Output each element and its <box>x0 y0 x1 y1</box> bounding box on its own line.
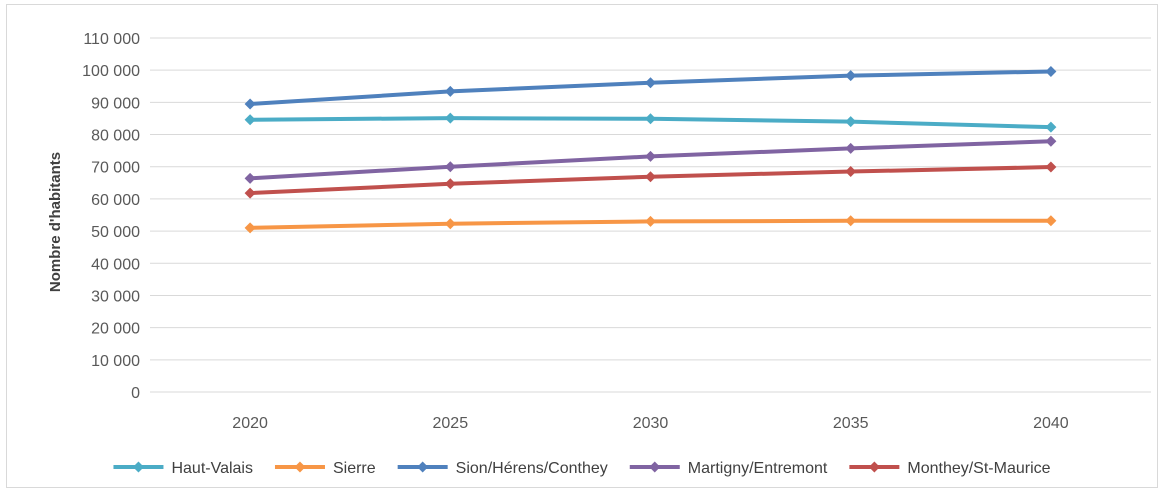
y-tick-label: 80 000 <box>91 128 140 145</box>
y-tick-label: 50 000 <box>91 224 140 241</box>
data-point <box>645 171 656 183</box>
legend-key-marker <box>649 461 661 473</box>
y-tick-label: 60 000 <box>91 192 140 209</box>
y-tick-label: 30 000 <box>91 288 140 305</box>
data-point <box>244 222 256 234</box>
data-point <box>244 187 256 199</box>
data-point <box>444 112 456 124</box>
gridlines <box>150 37 1151 393</box>
series-sierre <box>244 215 1057 234</box>
legend-key-marker <box>294 461 306 473</box>
data-point <box>244 172 256 184</box>
y-tick-label: 100 000 <box>82 63 140 80</box>
legend-key-marker <box>132 461 144 473</box>
x-axis-ticks: 2020 2025 2030 2035 2040 <box>232 415 1068 432</box>
data-point <box>645 113 656 125</box>
series-lines <box>244 65 1057 234</box>
x-tick-label: 2020 <box>232 415 268 432</box>
series-sion-h-rens-conthey <box>244 65 1057 110</box>
data-point <box>1045 65 1057 77</box>
data-point <box>1045 161 1057 173</box>
data-point <box>845 70 857 82</box>
data-point <box>645 215 656 227</box>
x-tick-label: 2025 <box>433 415 469 432</box>
x-tick-label: 2030 <box>633 415 669 432</box>
series-haut-valais <box>244 112 1057 133</box>
data-point <box>1045 135 1057 147</box>
data-point <box>845 116 857 128</box>
data-point <box>845 142 857 154</box>
y-tick-label: 0 <box>131 385 140 402</box>
legend-label: Haut-Valais <box>171 460 253 477</box>
series-martigny-entremont <box>244 135 1057 184</box>
legend-label: Martigny/Entremont <box>688 460 828 477</box>
data-point <box>444 161 456 173</box>
data-point <box>444 218 456 230</box>
legend-key-marker <box>868 461 880 473</box>
legend-item: Haut-Valais <box>113 460 253 477</box>
legend-item: Sierre <box>274 460 376 477</box>
y-tick-label: 90 000 <box>91 95 140 112</box>
y-tick-label: 70 000 <box>91 160 140 177</box>
data-point <box>845 166 857 178</box>
y-axis-ticks: 0 10 000 20 000 30 000 40 000 50 000 60 000 70 … <box>82 31 140 402</box>
data-point <box>444 85 456 97</box>
data-point <box>1045 215 1057 227</box>
data-point <box>244 114 256 126</box>
y-tick-label: 40 000 <box>91 256 140 273</box>
data-point <box>1045 121 1057 133</box>
series-monthey-st-maurice <box>244 161 1057 199</box>
data-point <box>444 178 456 190</box>
legend-label: Sion/Hérens/Conthey <box>456 460 608 477</box>
legend: Haut-Valais Sierre Sion/Hérens/Conthey Mart… <box>113 460 1051 477</box>
legend-item: Monthey/St-Maurice <box>849 460 1051 477</box>
data-point <box>645 150 656 162</box>
legend-item: Martigny/Entremont <box>629 460 828 477</box>
y-axis-title: Nombre d'habitants <box>47 152 64 292</box>
y-tick-label: 110 000 <box>83 31 140 48</box>
data-point <box>244 98 256 110</box>
y-tick-label: 10 000 <box>91 353 140 370</box>
x-tick-label: 2040 <box>1033 415 1069 432</box>
legend-label: Monthey/St-Maurice <box>907 460 1050 477</box>
legend-label: Sierre <box>333 460 376 477</box>
y-tick-label: 20 000 <box>91 321 140 338</box>
x-tick-label: 2035 <box>833 415 869 432</box>
data-point <box>845 215 857 227</box>
data-point <box>645 77 656 89</box>
legend-key-marker <box>417 461 429 473</box>
legend-item: Sion/Hérens/Conthey <box>397 460 608 477</box>
